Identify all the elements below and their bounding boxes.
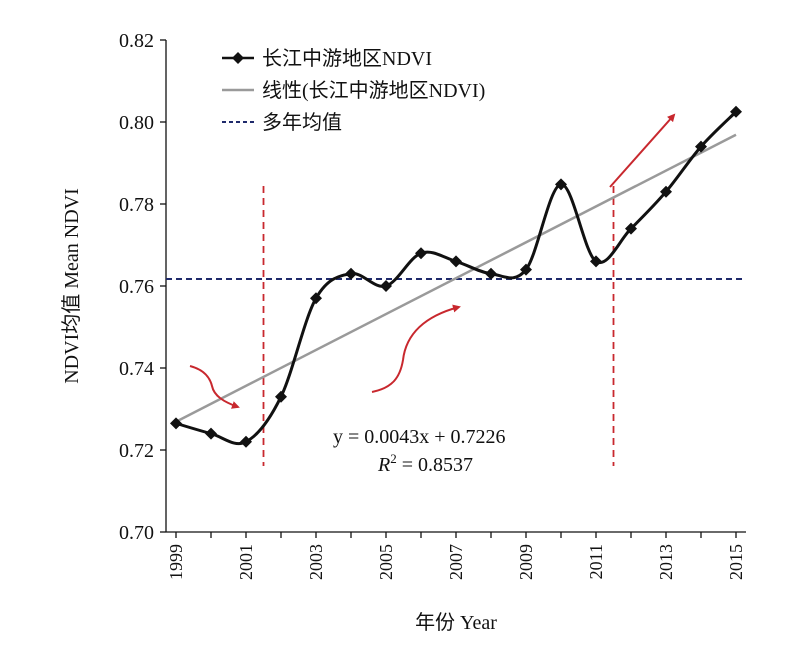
data-point bbox=[590, 255, 602, 268]
arrow-rise bbox=[371, 304, 461, 393]
legend-item-ndvi: 长江中游地区NDVI bbox=[222, 47, 432, 70]
y-tick-label: 0.70 bbox=[119, 522, 154, 544]
data-point bbox=[485, 267, 497, 280]
y-tick-label: 0.78 bbox=[119, 194, 154, 216]
data-point bbox=[415, 247, 427, 260]
x-axis-title: 年份 Year bbox=[415, 611, 497, 634]
breakpoint-lines bbox=[262, 186, 615, 466]
x-tick-label: 2003 bbox=[306, 544, 326, 580]
legend-label-trend: 线性(长江中游地区NDVI) bbox=[262, 79, 485, 102]
data-point bbox=[625, 222, 637, 235]
x-tick-label: 2011 bbox=[586, 544, 606, 579]
r2-superscript: 2 bbox=[390, 451, 397, 466]
x-tick-label: 2009 bbox=[516, 544, 536, 580]
data-point bbox=[695, 140, 707, 153]
y-tick-label: 0.80 bbox=[119, 112, 154, 134]
legend: 长江中游地区NDVI 线性(长江中游地区NDVI) 多年均值 bbox=[222, 47, 485, 134]
data-point bbox=[170, 417, 182, 430]
legend-item-trend: 线性(长江中游地区NDVI) bbox=[222, 79, 485, 102]
y-tick-label: 0.72 bbox=[119, 440, 154, 462]
r2-value: = 0.8537 bbox=[397, 454, 473, 476]
y-axis-title: NDVI均值 Mean NDVI bbox=[60, 188, 83, 384]
x-tick-label: 2015 bbox=[726, 544, 746, 580]
data-point bbox=[520, 263, 532, 276]
y-tick-label: 0.82 bbox=[119, 30, 154, 52]
x-tick-label: 2013 bbox=[656, 544, 676, 580]
data-point bbox=[380, 280, 392, 292]
y-tick-label: 0.74 bbox=[119, 358, 154, 380]
arrow-decline bbox=[189, 365, 240, 409]
x-tick-label: 2001 bbox=[236, 544, 256, 580]
trend-arrows bbox=[189, 113, 676, 409]
data-point bbox=[730, 105, 742, 118]
x-tick-label: 1999 bbox=[166, 544, 186, 580]
x-ticks: 1999 2001 2003 2005 2007 2009 2011 2013 2015 bbox=[166, 532, 746, 580]
r-squared-label: R2 = 0.8537 bbox=[377, 451, 473, 476]
series-trend-line bbox=[175, 133, 737, 423]
data-point bbox=[555, 178, 567, 191]
arrow-sharp-rise bbox=[609, 113, 676, 188]
y-tick-label: 0.76 bbox=[119, 276, 154, 298]
data-point bbox=[310, 292, 322, 305]
legend-label-ndvi: 长江中游地区NDVI bbox=[262, 47, 432, 70]
data-point bbox=[205, 427, 217, 440]
data-point bbox=[660, 185, 672, 198]
legend-item-mean: 多年均值 bbox=[222, 111, 342, 134]
x-tick-label: 2005 bbox=[376, 544, 396, 580]
series-ndvi-markers bbox=[170, 105, 742, 448]
legend-label-mean: 多年均值 bbox=[262, 111, 342, 134]
r2-symbol: R bbox=[377, 454, 390, 476]
data-point bbox=[450, 255, 462, 268]
y-ticks: 0.70 0.72 0.74 0.76 0.78 0.80 0.82 bbox=[119, 30, 166, 544]
regression-equation: y = 0.0043x + 0.7226 bbox=[333, 426, 506, 448]
data-point bbox=[275, 390, 287, 403]
x-tick-label: 2007 bbox=[446, 544, 466, 580]
data-point bbox=[240, 435, 252, 448]
data-point bbox=[345, 267, 357, 280]
